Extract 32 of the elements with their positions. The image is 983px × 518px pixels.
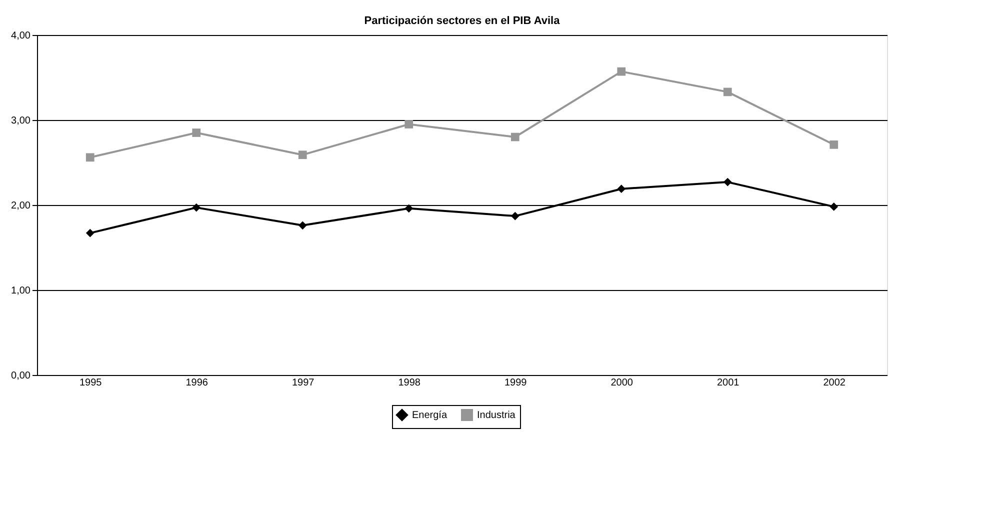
point — [723, 178, 732, 186]
point — [192, 128, 201, 137]
point — [617, 184, 626, 194]
point — [298, 150, 307, 160]
y-tick-label: 0,00 — [11, 370, 31, 382]
x-tick-label: 2002 — [823, 378, 846, 388]
chart-title: Participación sectores en el PIB Avila — [364, 15, 561, 27]
point — [723, 88, 732, 96]
y-tick-label: 3,00 — [11, 116, 31, 126]
x-tick-label: 1996 — [186, 378, 208, 388]
point — [404, 204, 414, 213]
y-tick-label: 4,00 — [11, 30, 31, 42]
x-tick-label: 1998 — [398, 378, 421, 388]
point — [192, 203, 201, 212]
y-tick-label: 2,00 — [11, 200, 31, 212]
x-tick-label: 1997 — [292, 378, 315, 388]
x-tick-label: 1999 — [504, 378, 528, 388]
point — [86, 153, 94, 162]
point — [86, 228, 94, 238]
x-tick-label: 1995 — [80, 378, 102, 388]
point — [830, 202, 838, 211]
point — [830, 140, 838, 149]
point — [404, 120, 414, 128]
x-tick-label: 2001 — [717, 378, 740, 388]
y-tick-label: 1,00 — [11, 286, 31, 296]
point — [617, 67, 626, 76]
point — [510, 212, 520, 220]
x-tick-label: 2000 — [610, 378, 634, 388]
point — [298, 221, 307, 230]
point — [510, 132, 520, 142]
legend-label: Industria — [477, 410, 516, 421]
legend-label: Energía — [412, 410, 448, 421]
